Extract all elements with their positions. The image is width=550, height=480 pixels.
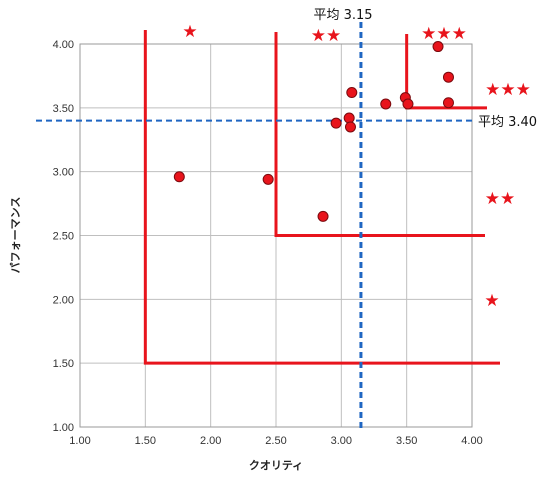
x-tick-label: 2.00 bbox=[200, 435, 221, 447]
x-tick-label: 2.50 bbox=[265, 435, 286, 447]
threshold-boundary-3 bbox=[405, 34, 487, 110]
x-tick-label: 3.00 bbox=[331, 435, 352, 447]
y-tick-label: 1.50 bbox=[53, 358, 74, 370]
data-point bbox=[173, 171, 185, 183]
threshold-boundary-1 bbox=[143, 30, 500, 365]
data-point bbox=[442, 97, 454, 109]
data-point bbox=[442, 71, 454, 83]
tick-labels: 1.00 1.50 2.00 2.50 3.00 3.50 4.00 1.00 1.50 2.00… bbox=[53, 39, 483, 447]
data-points bbox=[173, 41, 454, 222]
star-label-top-1: ★ bbox=[182, 22, 197, 42]
star-label-right-1: ★ bbox=[484, 291, 499, 311]
y-tick-label: 1.00 bbox=[53, 422, 74, 434]
data-point bbox=[343, 112, 355, 124]
data-point bbox=[402, 98, 414, 110]
y-tick-label: 2.50 bbox=[53, 231, 74, 243]
y-tick-label: 4.00 bbox=[53, 39, 74, 51]
data-point bbox=[432, 41, 444, 53]
data-point bbox=[346, 87, 358, 99]
data-point bbox=[317, 210, 329, 222]
y-tick-label: 2.00 bbox=[53, 294, 74, 306]
star-label-top-2: ★★ bbox=[311, 26, 341, 46]
x-tick-label: 4.00 bbox=[461, 435, 482, 447]
y-axis-title: パフォーマンス bbox=[9, 197, 22, 274]
data-point bbox=[344, 121, 356, 133]
threshold-boundary-2 bbox=[274, 32, 485, 237]
x-tick-label: 3.50 bbox=[396, 435, 417, 447]
star-label-right-2: ★★ bbox=[485, 189, 515, 209]
x-axis-title: クオリティ bbox=[249, 459, 303, 472]
star-label-top-3: ★★★ bbox=[421, 24, 467, 44]
data-point bbox=[330, 117, 342, 129]
x-average-label: 平均 3.15 bbox=[313, 8, 372, 23]
x-tick-label: 1.50 bbox=[135, 435, 156, 447]
data-point bbox=[262, 173, 274, 185]
star-label-right-3: ★★★ bbox=[485, 80, 531, 100]
y-tick-label: 3.00 bbox=[53, 167, 74, 179]
average-lines bbox=[36, 22, 476, 432]
y-tick-label: 3.50 bbox=[53, 103, 74, 115]
data-point bbox=[380, 98, 392, 110]
x-tick-label: 1.00 bbox=[69, 435, 90, 447]
y-average-label: 平均 3.40 bbox=[478, 115, 537, 130]
